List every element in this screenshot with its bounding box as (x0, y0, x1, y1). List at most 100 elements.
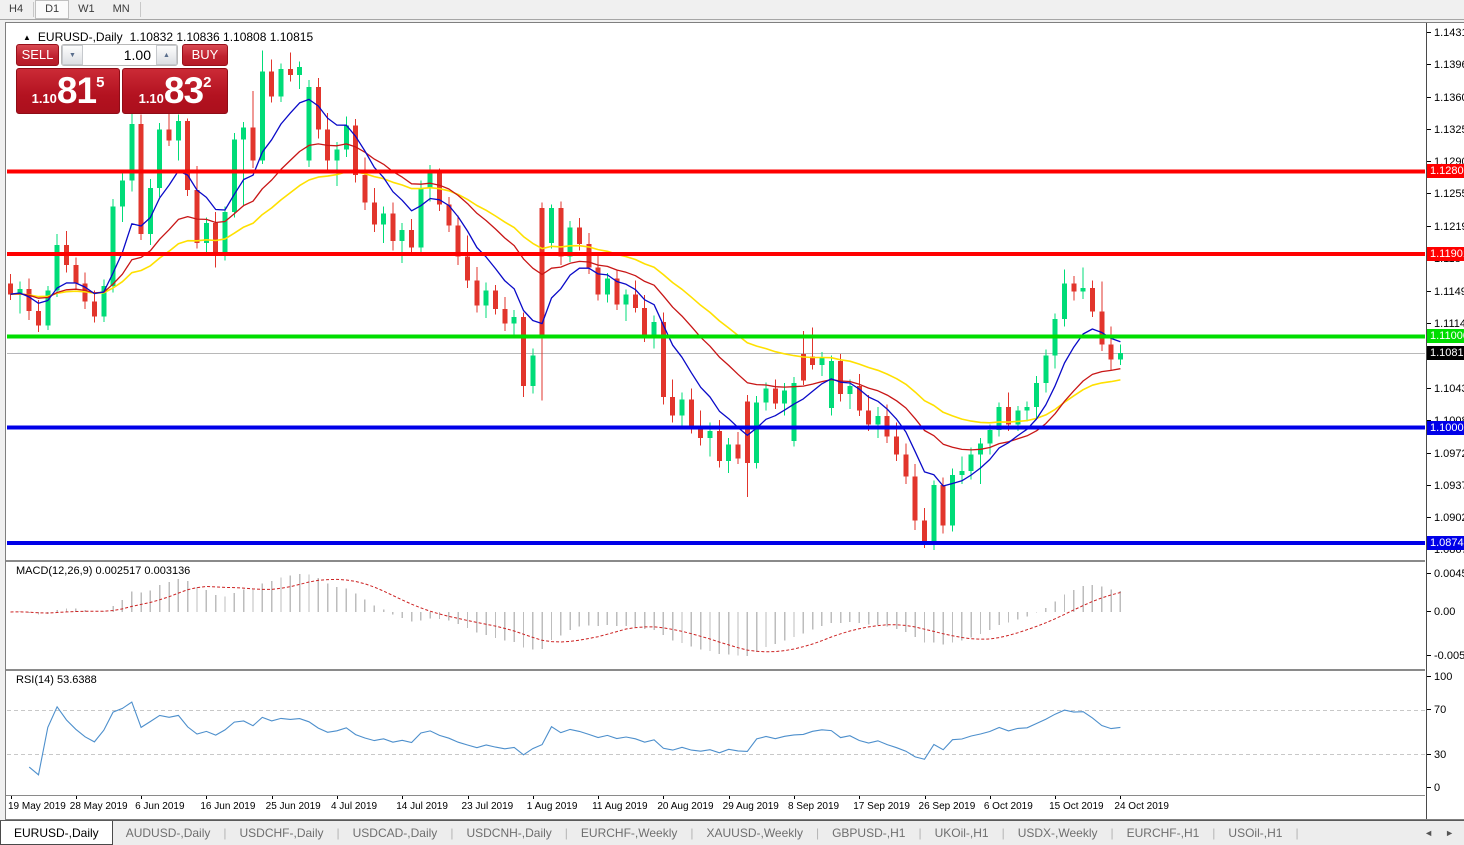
candle-body (800, 353, 806, 381)
date-tick-mark (924, 796, 926, 799)
price-axis[interactable]: 1.143101.139601.136001.132501.129001.125… (1426, 23, 1464, 819)
chart-tab-eurchf-h1[interactable]: EURCHF-,H1 (1126, 826, 1200, 840)
date-tick-label: 14 Jul 2019 (396, 801, 448, 812)
tab-separator: | (1110, 826, 1114, 840)
macd-axis-label: -0.005205 (1427, 650, 1464, 662)
pane-separator[interactable] (6, 669, 1425, 671)
candle-body (548, 208, 554, 243)
chart-tab-usdx-weekly[interactable]: USDX-,Weekly (1017, 826, 1098, 840)
timeframe-button-h4[interactable]: H4 (9, 3, 24, 15)
candle-body (772, 388, 778, 404)
price-chart-pane[interactable] (7, 23, 1425, 560)
candle-body (54, 244, 60, 291)
candle-body (1024, 407, 1030, 411)
candle-body (381, 213, 387, 225)
tab-separator: | (223, 826, 227, 840)
one-click-trade-panel: SELL ▼ ▲ BUY 1.10 81 5 1.10 (16, 44, 228, 114)
candle-body (651, 321, 657, 336)
candle-body (576, 227, 582, 244)
tab-scroll-right-icon[interactable]: ► (1445, 828, 1454, 838)
chart-title: ▲ EURUSD-,Daily 1.10832 1.10836 1.10808 … (23, 30, 313, 44)
candle-body (894, 436, 900, 455)
candle-body (474, 280, 480, 306)
candle-body (287, 68, 293, 76)
chart-tab-usdchf-daily[interactable]: USDCHF-,Daily (239, 826, 324, 840)
candle-body (26, 288, 32, 311)
axis-tick-mark (1427, 676, 1431, 677)
candle-body (222, 211, 228, 253)
macd-signal-line (10, 578, 1121, 653)
date-tick-label: 17 Sep 2019 (853, 801, 910, 812)
tab-separator: | (815, 826, 820, 840)
buy-button[interactable]: BUY (182, 44, 228, 66)
candle-body (1117, 352, 1123, 360)
candle-body (866, 410, 872, 425)
chart-tab-eurchf-weekly[interactable]: EURCHF-,Weekly (580, 826, 678, 840)
timeframe-button-d1[interactable]: D1 (35, 0, 70, 19)
sell-button[interactable]: SELL (16, 44, 59, 66)
tab-separator: | (690, 826, 694, 840)
candle-body (959, 471, 965, 475)
candle-body (539, 208, 545, 335)
chart-tab-usoil-h1[interactable]: USOil-,H1 (1228, 826, 1283, 840)
axis-tick-mark (1427, 753, 1431, 755)
candle-body (810, 356, 816, 365)
candle-body (614, 278, 620, 305)
date-tick-mark (1055, 796, 1057, 799)
candle-body (73, 264, 79, 284)
candle-body (1015, 410, 1021, 425)
chart-tab-gbpusd-h1[interactable]: GBPUSD-,H1 (832, 826, 906, 840)
chart-tab-eurusd-daily[interactable]: EURUSD-,Daily (0, 821, 113, 845)
candle-body (791, 383, 797, 441)
price-tick-label: 1.11140 (1427, 318, 1464, 330)
chart-tab-xauusd-weekly[interactable]: XAUUSD-,Weekly (706, 826, 803, 840)
candle-body (334, 149, 340, 161)
candle-body (297, 66, 303, 76)
price-tick-mark (1427, 97, 1431, 99)
price-tick-mark (1427, 161, 1431, 163)
chart-tab-usdcnh-daily[interactable]: USDCNH-,Daily (466, 826, 552, 840)
date-tick-mark (859, 796, 861, 799)
date-axis[interactable]: 19 May 2019 28 May 2019 6 Jun 2019 16 Jun 2… (7, 796, 1425, 819)
collapse-trade-panel-icon[interactable]: ▲ (23, 32, 31, 42)
sell-price-panel[interactable]: 1.10 81 5 (16, 68, 120, 114)
candle-body (744, 401, 750, 463)
price-tick-mark (1427, 290, 1431, 292)
buy-price-panel[interactable]: 1.10 83 2 (122, 68, 228, 114)
axis-tick-mark (1427, 709, 1431, 711)
candle-body (147, 187, 153, 234)
rsi-axis-label: 100 (1427, 671, 1452, 683)
timeframe-button-w1[interactable]: W1 (78, 3, 95, 15)
volume-increase-button[interactable]: ▲ (156, 45, 177, 65)
candle-body (763, 388, 769, 403)
axis-tick-mark (1427, 655, 1431, 656)
chart-tab-audusd-daily[interactable]: AUDUSD-,Daily (125, 826, 211, 840)
candle-body (875, 416, 881, 425)
candle-body (707, 430, 713, 439)
macd-pane[interactable] (7, 562, 1425, 669)
candle-body (502, 308, 508, 324)
candle-body (595, 267, 601, 295)
date-tick-label: 25 Jun 2019 (265, 801, 321, 812)
candle-body (446, 204, 452, 226)
date-tick-mark (271, 796, 273, 799)
volume-input[interactable] (83, 45, 156, 65)
timeframe-button-mn[interactable]: MN (112, 3, 130, 15)
candle-body (157, 129, 163, 188)
macd-indicator-label: MACD(12,26,9) 0.002517 0.003136 (16, 565, 191, 577)
pane-separator[interactable] (6, 560, 1425, 562)
price-tick-label: 1.09720 (1427, 448, 1464, 460)
date-tick-mark (728, 796, 730, 799)
candle-body (520, 317, 526, 386)
price-tick-mark (1427, 226, 1431, 228)
tab-scroll-left-icon[interactable]: ◄ (1424, 828, 1434, 838)
chart-tab-usdcad-daily[interactable]: USDCAD-,Daily (352, 826, 438, 840)
date-tick-label: 6 Oct 2019 (983, 801, 1033, 812)
candle-body (8, 283, 13, 295)
volume-decrease-button[interactable]: ▼ (62, 45, 83, 65)
chevron-up-icon: ▲ (163, 52, 170, 59)
candle-body (455, 225, 461, 257)
price-tick-label: 1.11490 (1427, 286, 1464, 298)
rsi-pane[interactable] (7, 671, 1425, 796)
chart-tab-ukoil-h1[interactable]: UKOil-,H1 (934, 826, 989, 840)
